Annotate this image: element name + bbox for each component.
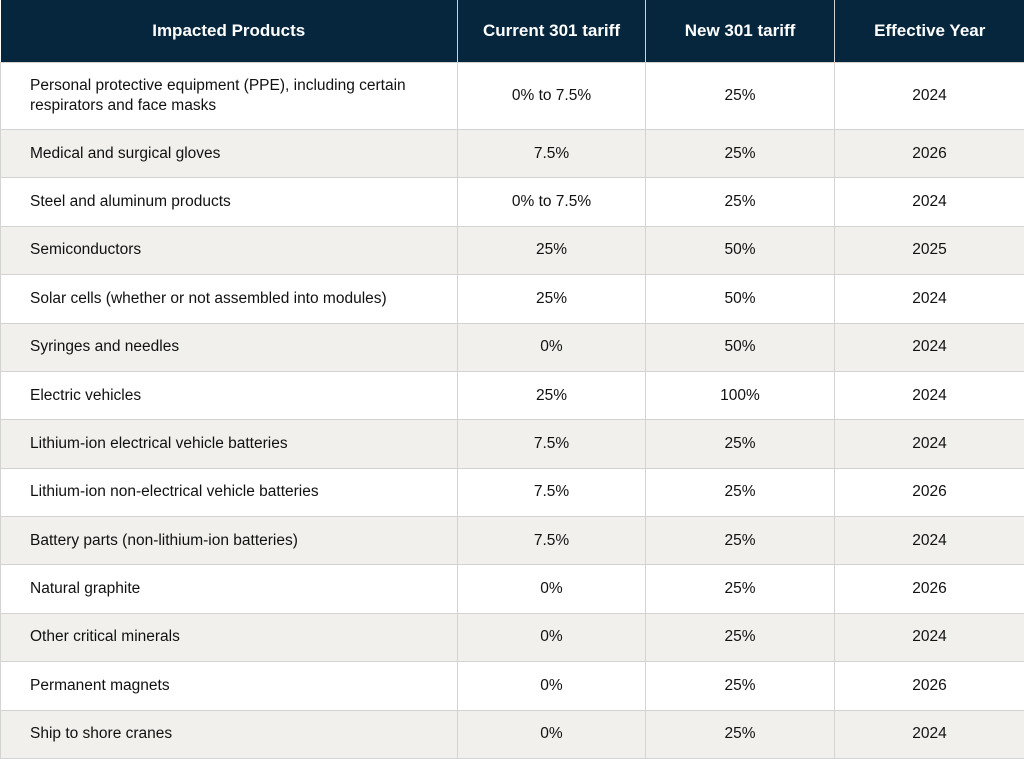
table-row: Semiconductors 25% 50% 2025 bbox=[0, 225, 1024, 275]
effective-year-cell: 2024 bbox=[834, 274, 1024, 324]
new-tariff-cell: 25% bbox=[645, 564, 835, 614]
current-tariff-cell: 7.5% bbox=[457, 419, 646, 469]
product-cell: Other critical minerals bbox=[0, 612, 458, 662]
product-cell: Syringes and needles bbox=[0, 322, 458, 372]
effective-year-cell: 2024 bbox=[834, 419, 1024, 469]
new-tariff-cell: 25% bbox=[645, 516, 835, 565]
effective-year-cell: 2026 bbox=[834, 467, 1024, 517]
effective-year-cell: 2024 bbox=[834, 612, 1024, 662]
new-tariff-cell: 25% bbox=[645, 129, 835, 178]
table-row: Solar cells (whether or not assembled in… bbox=[0, 274, 1024, 324]
table-row: Other critical minerals 0% 25% 2024 bbox=[0, 612, 1024, 662]
table-header: Impacted Products Current 301 tariff New… bbox=[0, 0, 1024, 62]
header-new-tariff: New 301 tariff bbox=[645, 0, 835, 62]
effective-year-cell: 2026 bbox=[834, 129, 1024, 178]
product-cell: Lithium-ion electrical vehicle batteries bbox=[0, 419, 458, 469]
current-tariff-cell: 0% bbox=[457, 709, 646, 759]
current-tariff-cell: 0% to 7.5% bbox=[457, 177, 646, 227]
new-tariff-cell: 50% bbox=[645, 225, 835, 275]
effective-year-cell: 2024 bbox=[834, 370, 1024, 420]
new-tariff-cell: 25% bbox=[645, 709, 835, 759]
effective-year-cell: 2024 bbox=[834, 322, 1024, 372]
table-row: Steel and aluminum products 0% to 7.5% 2… bbox=[0, 177, 1024, 227]
product-cell: Semiconductors bbox=[0, 225, 458, 275]
current-tariff-cell: 7.5% bbox=[457, 467, 646, 517]
table-row: Battery parts (non-lithium-ion batteries… bbox=[0, 516, 1024, 565]
product-cell: Lithium-ion non-electrical vehicle batte… bbox=[0, 467, 458, 517]
effective-year-cell: 2025 bbox=[834, 225, 1024, 275]
product-cell: Permanent magnets bbox=[0, 661, 458, 711]
table-row: Lithium-ion electrical vehicle batteries… bbox=[0, 419, 1024, 469]
effective-year-cell: 2026 bbox=[834, 661, 1024, 711]
table-row: Medical and surgical gloves 7.5% 25% 202… bbox=[0, 129, 1024, 178]
current-tariff-cell: 0% bbox=[457, 612, 646, 662]
new-tariff-cell: 50% bbox=[645, 274, 835, 324]
new-tariff-cell: 25% bbox=[645, 177, 835, 227]
current-tariff-cell: 0% bbox=[457, 564, 646, 614]
current-tariff-cell: 25% bbox=[457, 370, 646, 420]
product-cell: Steel and aluminum products bbox=[0, 177, 458, 227]
header-impacted-products: Impacted Products bbox=[0, 0, 458, 62]
table-row: Electric vehicles 25% 100% 2024 bbox=[0, 370, 1024, 420]
effective-year-cell: 2026 bbox=[834, 564, 1024, 614]
header-effective-year: Effective Year bbox=[834, 0, 1024, 62]
new-tariff-cell: 25% bbox=[645, 612, 835, 662]
table-body: Personal protective equipment (PPE), inc… bbox=[0, 61, 1024, 759]
product-cell: Medical and surgical gloves bbox=[0, 129, 458, 178]
product-cell: Solar cells (whether or not assembled in… bbox=[0, 274, 458, 324]
table-row: Lithium-ion non-electrical vehicle batte… bbox=[0, 467, 1024, 517]
table-row: Natural graphite 0% 25% 2026 bbox=[0, 564, 1024, 614]
table-row: Permanent magnets 0% 25% 2026 bbox=[0, 661, 1024, 711]
table-row: Personal protective equipment (PPE), inc… bbox=[0, 61, 1024, 130]
current-tariff-cell: 0% to 7.5% bbox=[457, 61, 646, 130]
new-tariff-cell: 25% bbox=[645, 467, 835, 517]
product-cell: Electric vehicles bbox=[0, 370, 458, 420]
new-tariff-cell: 25% bbox=[645, 661, 835, 711]
effective-year-cell: 2024 bbox=[834, 177, 1024, 227]
current-tariff-cell: 7.5% bbox=[457, 129, 646, 178]
effective-year-cell: 2024 bbox=[834, 61, 1024, 130]
current-tariff-cell: 0% bbox=[457, 661, 646, 711]
current-tariff-cell: 7.5% bbox=[457, 516, 646, 565]
header-current-tariff: Current 301 tariff bbox=[457, 0, 646, 62]
new-tariff-cell: 25% bbox=[645, 419, 835, 469]
product-cell: Natural graphite bbox=[0, 564, 458, 614]
product-cell: Ship to shore cranes bbox=[0, 709, 458, 759]
effective-year-cell: 2024 bbox=[834, 516, 1024, 565]
table-row: Ship to shore cranes 0% 25% 2024 bbox=[0, 709, 1024, 759]
effective-year-cell: 2024 bbox=[834, 709, 1024, 759]
table-row: Syringes and needles 0% 50% 2024 bbox=[0, 322, 1024, 372]
new-tariff-cell: 50% bbox=[645, 322, 835, 372]
current-tariff-cell: 25% bbox=[457, 274, 646, 324]
new-tariff-cell: 25% bbox=[645, 61, 835, 130]
current-tariff-cell: 0% bbox=[457, 322, 646, 372]
header-row: Impacted Products Current 301 tariff New… bbox=[0, 0, 1024, 62]
product-cell: Personal protective equipment (PPE), inc… bbox=[0, 61, 458, 130]
product-cell: Battery parts (non-lithium-ion batteries… bbox=[0, 516, 458, 565]
current-tariff-cell: 25% bbox=[457, 225, 646, 275]
new-tariff-cell: 100% bbox=[645, 370, 835, 420]
